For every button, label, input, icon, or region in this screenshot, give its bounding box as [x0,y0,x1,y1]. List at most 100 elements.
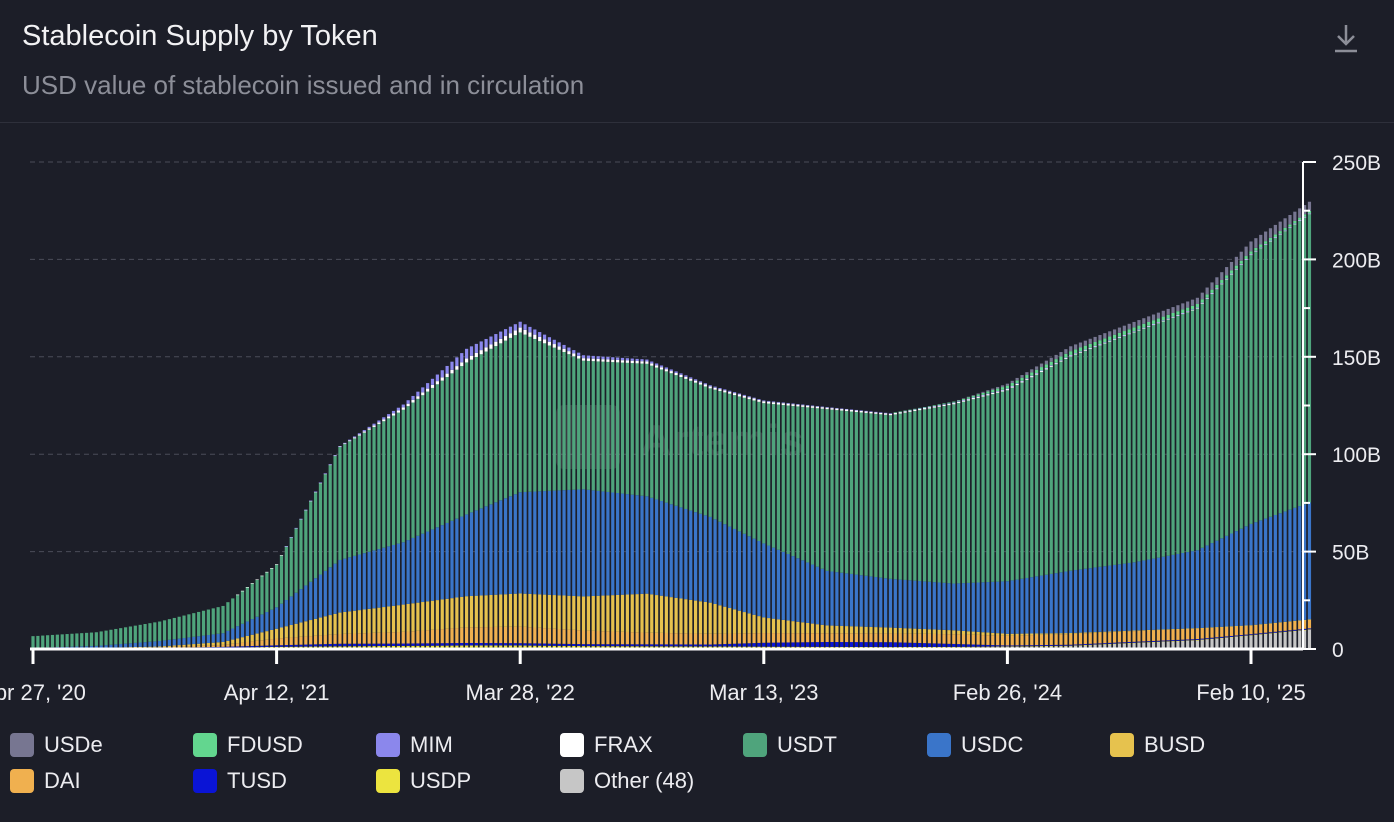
bar-segment [771,401,776,403]
bar-segment [854,642,858,647]
bar-segment [396,632,400,644]
bar-segment [1049,644,1053,646]
bar-segment [908,410,912,412]
bar-segment [606,644,610,647]
bar-segment [1005,646,1009,648]
bar-segment [313,578,318,619]
bar-segment [547,594,552,629]
bar-segment [786,642,790,647]
bar-segment [499,594,503,627]
legend-swatch [927,733,951,757]
bar-segment [1210,627,1214,628]
bar-segment [513,335,517,495]
bar-segment [518,492,522,594]
bar-segment [352,436,357,438]
bar-segment [430,387,435,530]
bar-segment [357,554,362,611]
bar-segment [1147,326,1151,560]
bar-column [932,405,936,649]
bar-segment [650,646,654,648]
bar-segment [362,431,366,433]
bar-segment [640,361,644,364]
bar-segment [708,516,712,603]
bar-segment [294,528,298,593]
bar-segment [508,626,513,644]
bar-segment [484,645,488,648]
bar-column [1147,316,1151,649]
bar-column [689,377,693,649]
x-tick-label: Feb 10, '25 [1196,680,1305,705]
bar-segment [348,440,352,442]
legend-item[interactable]: USDP [376,768,471,794]
bar-segment [1132,562,1136,631]
bar-segment [1117,643,1122,649]
bar-column [830,407,834,649]
bar-segment [362,553,366,610]
legend-item[interactable]: MIM [376,732,453,758]
bar-segment [1147,325,1151,327]
bar-segment [1186,312,1190,553]
bar-segment [1190,640,1195,649]
bar-column [611,357,615,649]
bar-segment [1176,311,1180,315]
bar-segment [1137,642,1141,649]
bar-column [1171,307,1175,649]
bar-segment [1259,634,1263,635]
bar-column [884,412,888,649]
bar-segment [211,647,215,648]
legend-item[interactable]: TUSD [193,768,287,794]
bar-segment [1176,305,1180,312]
bar-segment [192,644,196,646]
legend-item[interactable]: USDC [927,732,1023,758]
bar-segment [557,643,561,646]
bar-segment [898,627,902,634]
bar-segment [430,378,435,385]
bar-segment [820,408,824,569]
legend-item[interactable]: DAI [10,768,81,794]
bar-segment [352,438,357,556]
legend-item[interactable]: BUSD [1110,732,1205,758]
bar-segment [1030,369,1034,373]
bar-segment [713,644,717,647]
bar-segment [674,597,678,634]
legend-item[interactable]: USDT [743,732,837,758]
download-button[interactable] [1330,22,1362,54]
bar-segment [460,627,464,643]
bar-segment [503,645,508,648]
bar-segment [1049,365,1053,366]
bar-segment [825,407,829,408]
bar-segment [679,646,683,648]
bar-segment [1035,374,1039,577]
legend-item[interactable]: FDUSD [193,732,303,758]
bar-segment [1302,205,1307,215]
bar-column [1186,301,1190,649]
bar-segment [1259,247,1263,248]
bar-column [567,347,571,649]
bar-segment [781,402,785,404]
bar-segment [309,646,313,649]
bar-segment [435,600,439,630]
bar-segment [1083,568,1087,633]
bar-segment [1171,554,1175,630]
bar-segment [1132,641,1136,643]
bar-segment [148,623,152,642]
bar-segment [1117,643,1122,645]
bar-segment [966,397,971,399]
bar-segment [879,647,883,648]
bar-segment [1151,641,1156,643]
bar-column [620,357,625,649]
bar-segment [1103,631,1107,633]
bar-segment [357,643,362,647]
bar-segment [153,646,157,648]
bar-segment [1054,363,1058,365]
bar-segment [655,367,659,500]
legend-item[interactable]: FRAX [560,732,653,758]
bar-segment [601,361,605,492]
bar-segment [245,587,249,622]
legend-item[interactable]: USDe [10,732,103,758]
bar-segment [1127,329,1131,334]
bar-segment [348,646,352,648]
bar-column [396,407,400,649]
legend-item[interactable]: Other (48) [560,768,694,794]
bar-segment [918,407,922,409]
